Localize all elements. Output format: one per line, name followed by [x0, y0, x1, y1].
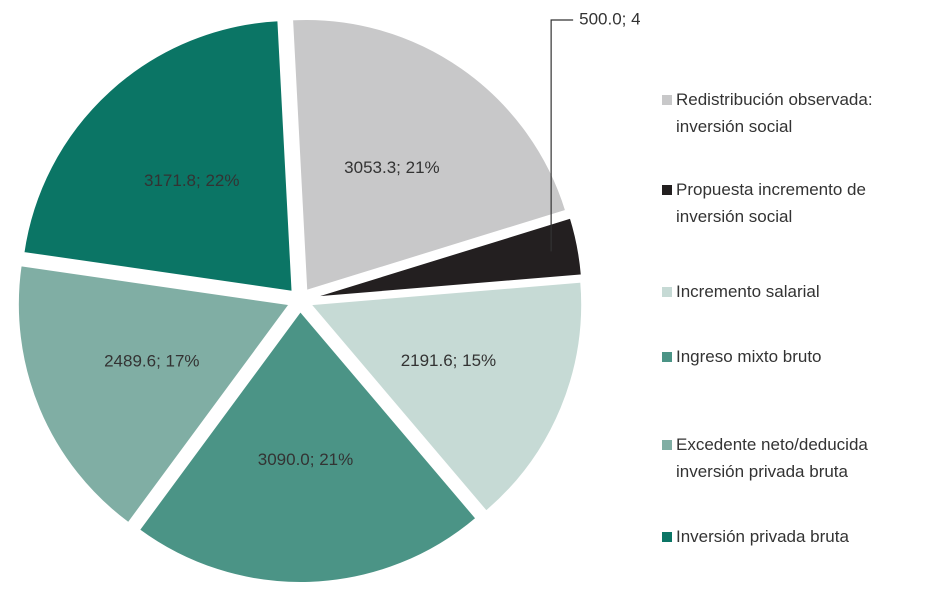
pie-slice — [22, 19, 294, 294]
legend-label: Excedente neto/deducida inversión privad… — [676, 435, 868, 481]
pie-slice — [308, 280, 584, 513]
legend-swatch — [662, 185, 672, 195]
legend-label: Redistribución observada: inversión soci… — [676, 90, 873, 136]
legend-item: Ingreso mixto bruto — [662, 343, 933, 370]
slice-label: 500.0; 4% — [579, 9, 640, 28]
legend-label: Propuesta incremento de inversión social — [676, 180, 866, 226]
slice-label: 3090.0; 21% — [258, 450, 353, 469]
pie-slice — [137, 309, 478, 584]
legend-item: Inversión privada bruta — [662, 523, 933, 550]
legend-swatch — [662, 532, 672, 542]
legend-swatch — [662, 440, 672, 450]
legend-item: Incremento salarial — [662, 278, 933, 305]
slice-label: 2489.6; 17% — [104, 351, 199, 370]
legend-swatch — [662, 287, 672, 297]
legend-item: Excedente neto/deducida inversión privad… — [662, 431, 933, 485]
slice-label: 3053.3; 21% — [344, 158, 439, 177]
slice-label: 2191.6; 15% — [401, 351, 496, 370]
legend-swatch — [662, 352, 672, 362]
legend-label: Incremento salarial — [676, 282, 820, 301]
leader-line — [550, 19, 574, 252]
legend-label: Inversión privada bruta — [676, 527, 849, 546]
pie-slice — [310, 216, 583, 299]
slice-label: 3171.8; 22% — [144, 171, 239, 190]
legend-item: Redistribución observada: inversión soci… — [662, 86, 933, 140]
pie-area: 3053.3; 21% 500.0; 4% 2191.6; 15% 3090.0; 2… — [16, 9, 640, 584]
pie-slice — [16, 264, 292, 525]
legend-label: Ingreso mixto bruto — [676, 347, 822, 366]
legend-item: Propuesta incremento de inversión social — [662, 176, 933, 230]
legend-swatch — [662, 95, 672, 105]
